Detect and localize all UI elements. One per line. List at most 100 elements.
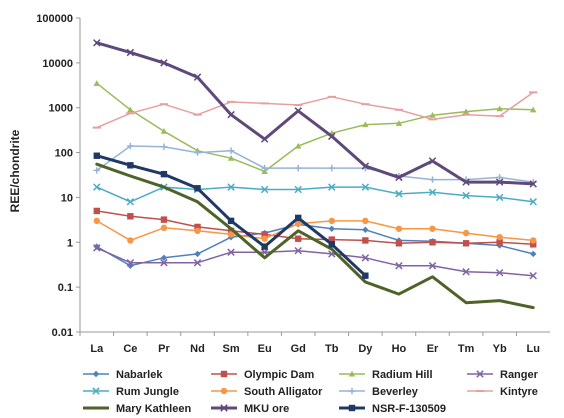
olympic-dam-point [496, 239, 503, 246]
olympic-dam-point [362, 237, 369, 244]
x-tick-label: Lu [526, 343, 539, 355]
x-tick-label: Er [427, 343, 439, 355]
rum-jungle-point [227, 183, 235, 191]
mku-ore-point [495, 178, 504, 186]
x-tick-label: La [90, 343, 104, 355]
legend-label: Olympic Dam [244, 369, 315, 381]
rum-jungle-point [361, 183, 370, 191]
legend-item-ranger: Ranger [467, 369, 539, 381]
legend-swatch-point [220, 387, 228, 395]
mary-kathleen-line [95, 162, 535, 310]
y-tick-label: 10 [61, 192, 73, 204]
legend-label: Nabarlek [116, 369, 163, 381]
olympic-dam-point [127, 213, 134, 220]
legend-swatch-point [92, 370, 100, 378]
south-alligator-line [96, 220, 534, 242]
olympic-dam-point [429, 239, 436, 246]
rum-jungle-point [428, 188, 437, 197]
radium-hill-point [362, 121, 369, 128]
series-nsr-f-130509 [93, 152, 369, 279]
nsr-f-130509-line [95, 154, 367, 278]
y-tick-label: 0.1 [58, 282, 73, 294]
ranger-point [93, 244, 101, 252]
x-tick-label: Yb [493, 343, 507, 355]
mku-ore-point [160, 59, 168, 67]
legend-label: Radium Hill [372, 369, 433, 381]
rum-jungle-line [96, 186, 534, 203]
x-tick-label: Ho [392, 343, 407, 355]
legend-swatch-point [348, 404, 356, 412]
south-alligator-point [530, 237, 537, 244]
olympic-dam-point [261, 231, 268, 238]
south-alligator-point [295, 220, 302, 227]
mku-ore-point [260, 135, 269, 143]
beverley-point [93, 167, 100, 174]
nsr-f-130509-point [261, 243, 268, 250]
y-tick-label: 100 [55, 148, 73, 160]
legend-swatch-point [348, 370, 356, 377]
south-alligator-point [362, 217, 369, 225]
nabarlek-point [194, 250, 201, 258]
series-mary-kathleen [95, 162, 535, 310]
mku-ore-point [529, 180, 537, 188]
south-alligator-point [194, 227, 201, 235]
south-alligator-point [160, 224, 168, 232]
olympic-dam-point [328, 236, 335, 243]
nsr-f-130509-point [328, 241, 335, 248]
beverley-point [160, 143, 168, 150]
legend-item-radium-hill: Radium Hill [339, 369, 433, 381]
series-rum-jungle [93, 183, 537, 206]
beverley-point [227, 147, 235, 154]
y-tick-label: 10000 [42, 58, 73, 70]
series-nabarlek [93, 221, 537, 269]
radium-hill-point [295, 142, 302, 149]
legend-item-nabarlek: Nabarlek [83, 369, 163, 381]
rum-jungle-point [126, 198, 135, 206]
nsr-f-130509-point [194, 185, 201, 192]
kintyre-line [96, 91, 534, 129]
legend-label: Rum Jungle [116, 386, 179, 398]
south-alligator-point [127, 237, 134, 244]
legend-item-nsr-f-130509: NSR-F-130509 [339, 403, 446, 415]
series-kintyre [92, 91, 538, 129]
mku-ore-line [95, 41, 535, 186]
rum-jungle-point [294, 185, 302, 194]
legend-label: South Alligator [244, 386, 323, 398]
beverley-point [496, 174, 503, 181]
ranger-point [361, 254, 370, 262]
nabarlek-point [328, 225, 335, 232]
nsr-f-130509-point [160, 170, 168, 178]
radium-hill-point [496, 105, 503, 112]
south-alligator-point [227, 231, 235, 238]
ranger-line [96, 247, 534, 277]
series-radium-hill [93, 80, 537, 174]
radium-hill-point [127, 106, 134, 113]
ranger-point [529, 271, 537, 280]
olympic-dam-point [295, 235, 302, 242]
rum-jungle-point [260, 185, 269, 194]
ranger-point [294, 246, 302, 255]
mku-ore-point [126, 48, 135, 57]
rum-jungle-point [495, 193, 504, 202]
beverley-point [429, 176, 436, 183]
x-tick-label: Tm [458, 343, 475, 355]
legend-item-rum-jungle: Rum Jungle [83, 386, 179, 398]
x-tick-label: Gd [291, 343, 306, 355]
nsr-f-130509-point [295, 214, 302, 222]
legend-item-mku-ore: MKU ore [211, 403, 289, 415]
beverley-point [328, 164, 335, 172]
x-tick-label: Pr [158, 343, 170, 355]
rum-jungle-point [328, 183, 336, 191]
legend-item-south-alligator: South Alligator [211, 386, 323, 398]
ranger-point [428, 262, 437, 270]
nsr-f-130509-point [227, 217, 235, 225]
nsr-f-130509-point [127, 162, 134, 169]
radium-hill-point [93, 80, 100, 86]
mku-ore-point [462, 178, 470, 186]
ranger-point [160, 259, 168, 267]
ranger-point [193, 259, 202, 267]
series-layer [92, 39, 538, 310]
legend-label: MKU ore [244, 403, 289, 415]
series-south-alligator [93, 217, 537, 244]
